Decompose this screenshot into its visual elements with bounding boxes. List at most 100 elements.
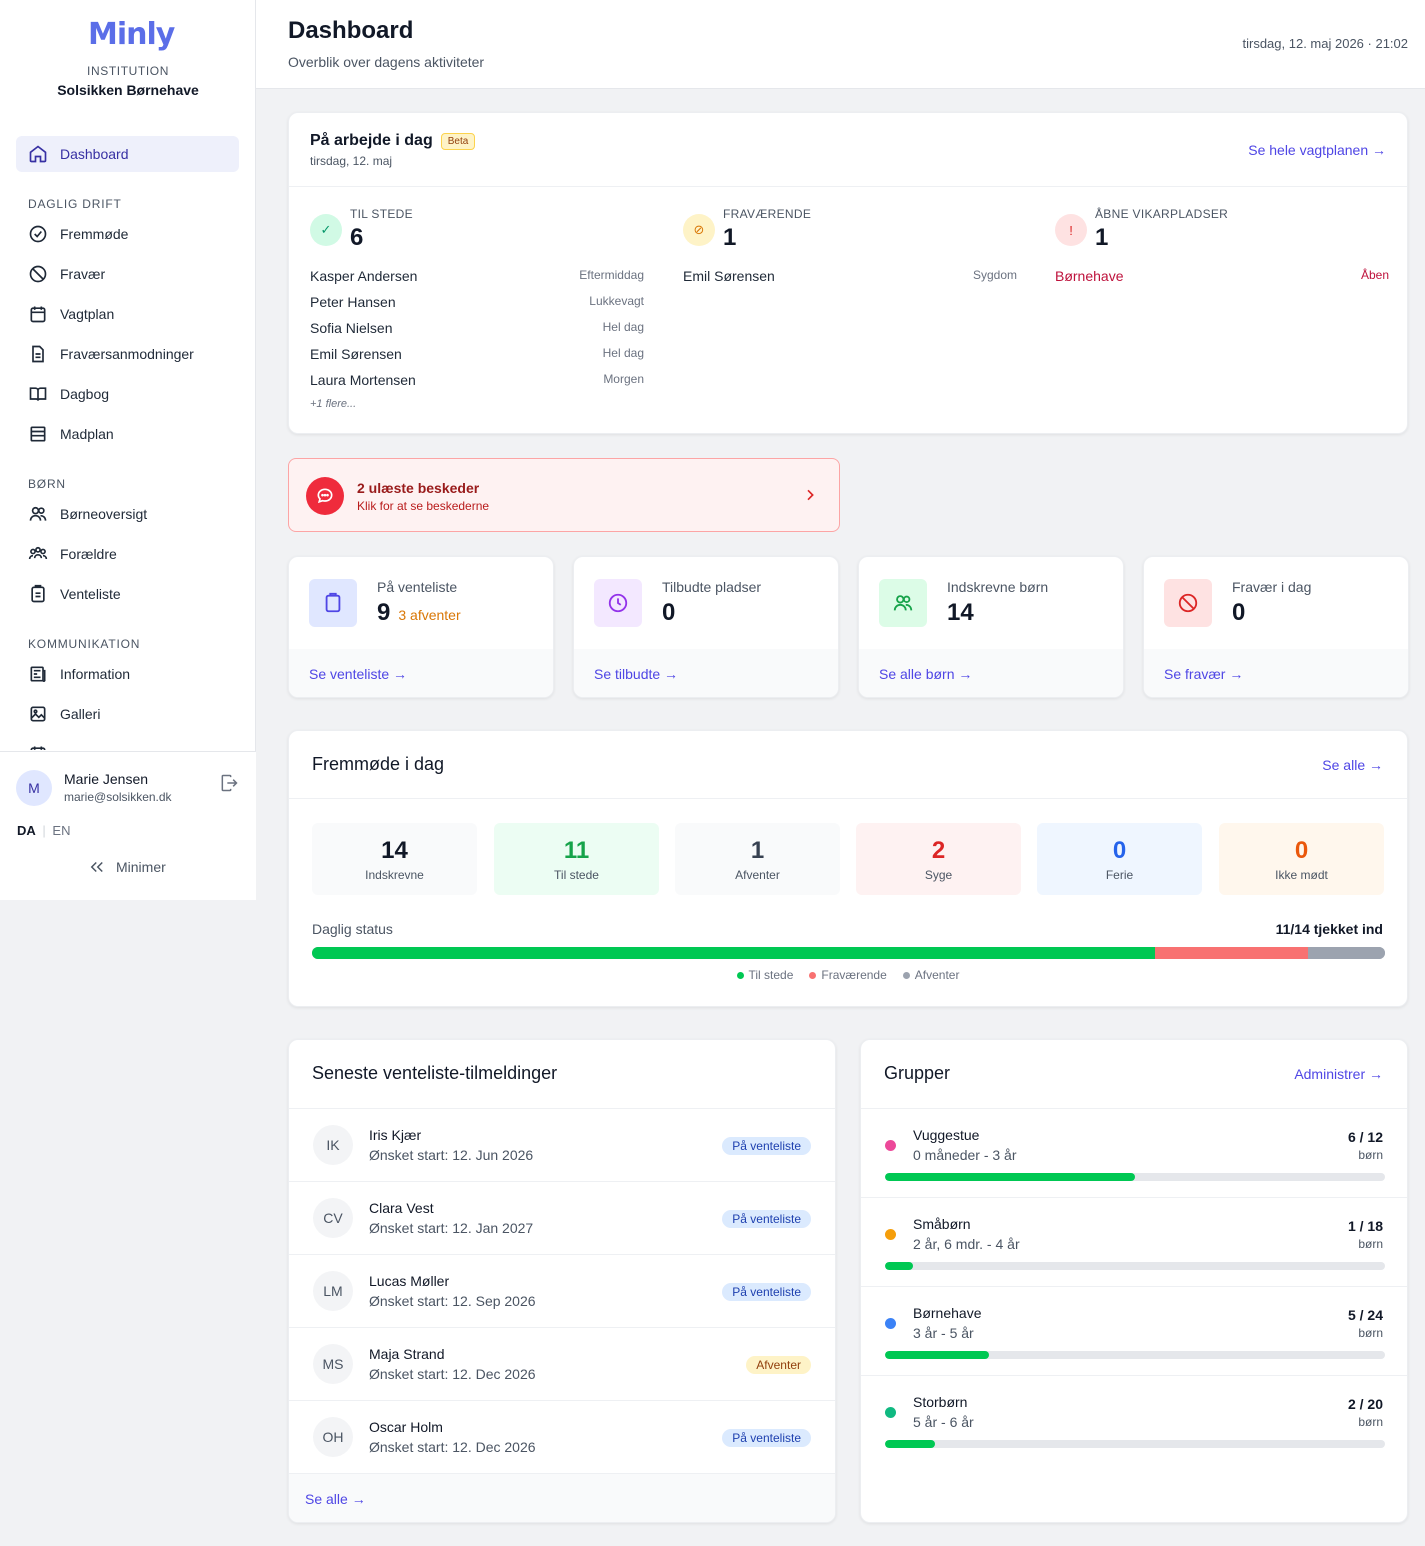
logout-icon[interactable] bbox=[219, 773, 239, 793]
chevrons-left-icon bbox=[90, 861, 103, 873]
attendance-box-holiday[interactable]: 0 Ferie bbox=[1037, 823, 1202, 895]
divider bbox=[289, 798, 1407, 799]
group-count: 1 / 18 bbox=[1347, 1218, 1383, 1234]
ban-icon bbox=[1164, 579, 1212, 627]
sidebar-item-foraeldre[interactable]: Forældre bbox=[16, 536, 239, 572]
open-shift-status: Åben bbox=[1360, 268, 1389, 282]
open-shifts-label: ÅBNE VIKARPLADSER bbox=[1095, 207, 1229, 221]
minimize-button[interactable]: Minimer bbox=[88, 858, 166, 876]
group-name: Småbørn bbox=[913, 1216, 971, 1232]
calendar-icon bbox=[30, 306, 46, 323]
desired-start: Ønsket start: 12. Jun 2026 bbox=[369, 1147, 534, 1163]
group-count: 5 / 24 bbox=[1347, 1307, 1383, 1323]
attendance-see-all-link[interactable]: Se alle → bbox=[1322, 757, 1383, 773]
sidebar-item-galleri[interactable]: Galleri bbox=[16, 696, 239, 732]
group-age: 0 måneder - 3 år bbox=[913, 1147, 1017, 1163]
logo-text: Minly bbox=[88, 17, 175, 52]
legend-waiting: Afventer bbox=[902, 968, 959, 982]
groups-manage-link[interactable]: Administrer → bbox=[1294, 1066, 1383, 1082]
list-item[interactable]: CV Clara Vest Ønsket start: 12. Jan 2027… bbox=[289, 1182, 835, 1255]
alert-icon: ! bbox=[1055, 214, 1087, 246]
newspaper-icon bbox=[30, 666, 46, 682]
list-item[interactable]: MS Maja Strand Ønsket start: 12. Dec 202… bbox=[289, 1328, 835, 1401]
open-shifts-column: ! ÅBNE VIKARPLADSER 1 Børnehave Åben bbox=[1055, 186, 1389, 416]
group-unit: børn bbox=[1358, 1237, 1383, 1251]
avatar[interactable]: M bbox=[16, 770, 52, 806]
open-shift-row[interactable]: Børnehave Åben bbox=[1055, 268, 1389, 284]
box-value: 0 bbox=[1112, 837, 1127, 864]
child-name: Clara Vest bbox=[369, 1200, 434, 1216]
group-color-dot bbox=[885, 1407, 896, 1418]
box-label: Til stede bbox=[554, 868, 599, 882]
group-age: 3 år - 5 år bbox=[913, 1325, 974, 1341]
sidebar-item-partial[interactable] bbox=[16, 736, 239, 750]
box-value: 2 bbox=[931, 837, 946, 864]
sidebar-item-fravaersanmodninger[interactable]: Fraværsanmodninger bbox=[16, 336, 239, 372]
sidebar-item-label: Forældre bbox=[60, 546, 117, 562]
at-work-title: På arbejde i dag bbox=[310, 132, 433, 149]
users-icon bbox=[29, 506, 47, 521]
list-item[interactable]: IK Iris Kjær Ønsket start: 12. Jun 2026 … bbox=[289, 1109, 835, 1182]
legend-dot bbox=[902, 971, 910, 979]
staff-name: Emil Sørensen bbox=[310, 346, 402, 362]
sidebar-item-borneoversigt[interactable]: Børneoversigt bbox=[16, 496, 239, 532]
minimize-label: Minimer bbox=[116, 859, 166, 875]
shift-plan-link[interactable]: Se hele vagtplanen → bbox=[1248, 142, 1386, 158]
group-capacity-fill bbox=[885, 1351, 989, 1359]
chat-icon bbox=[306, 477, 344, 515]
more-staff[interactable]: +1 flere... bbox=[310, 398, 357, 410]
group-name: Børnehave bbox=[913, 1305, 982, 1321]
group-row[interactable]: Børnehave 3 år - 5 år 5 / 24 børn bbox=[861, 1287, 1407, 1376]
stat-link[interactable]: Se alle børn → bbox=[859, 649, 1123, 697]
stat-link[interactable]: Se tilbudte → bbox=[574, 649, 838, 697]
sidebar-item-vagtplan[interactable]: Vagtplan bbox=[16, 296, 239, 332]
attendance-box-enrolled[interactable]: 14 Indskrevne bbox=[312, 823, 477, 895]
group-capacity-bar bbox=[885, 1262, 1385, 1270]
box-value: 0 bbox=[1294, 837, 1309, 864]
status-badge: På venteliste bbox=[722, 1137, 811, 1155]
group-row[interactable]: Vuggestue 0 måneder - 3 år 6 / 12 børn bbox=[861, 1109, 1407, 1198]
desired-start: Ønsket start: 12. Dec 2026 bbox=[369, 1439, 536, 1455]
staff-shift: Morgen bbox=[603, 372, 644, 386]
sidebar-item-information[interactable]: Information bbox=[16, 656, 239, 692]
waitlist-card: Seneste venteliste-tilmeldinger IK Iris … bbox=[288, 1039, 836, 1523]
child-name: Maja Strand bbox=[369, 1346, 445, 1362]
staff-name: Kasper Andersen bbox=[310, 268, 418, 284]
sidebar-item-fremmode[interactable]: Fremmøde bbox=[16, 216, 239, 252]
users-icon bbox=[879, 579, 927, 627]
lang-en[interactable]: EN bbox=[52, 823, 71, 838]
bar-segment-waiting bbox=[1308, 947, 1385, 959]
list-item[interactable]: LM Lucas Møller Ønsket start: 12. Sep 20… bbox=[289, 1255, 835, 1328]
open-shifts-count: 1 bbox=[1095, 224, 1109, 251]
group-row[interactable]: Småbørn 2 år, 6 mdr. - 4 år 1 / 18 børn bbox=[861, 1198, 1407, 1287]
minly-logo[interactable]: Minly bbox=[88, 17, 175, 55]
desired-start: Ønsket start: 12. Sep 2026 bbox=[369, 1293, 536, 1309]
sidebar-item-fravaer[interactable]: Fravær bbox=[16, 256, 239, 292]
stat-link[interactable]: Se venteliste → bbox=[289, 649, 553, 697]
avatar: LM bbox=[313, 1271, 353, 1311]
attendance-box-waiting[interactable]: 1 Afventer bbox=[675, 823, 840, 895]
daily-status-label: Daglig status bbox=[312, 921, 393, 937]
attendance-box-no-show[interactable]: 0 Ikke mødt bbox=[1219, 823, 1384, 895]
sidebar-item-madplan[interactable]: Madplan bbox=[16, 416, 239, 452]
staff-name: Emil Sørensen bbox=[683, 268, 775, 284]
attendance-box-sick[interactable]: 2 Syge bbox=[856, 823, 1021, 895]
sidebar-item-venteliste[interactable]: Venteliste bbox=[16, 576, 239, 612]
stat-link[interactable]: Se fravær → bbox=[1144, 649, 1408, 697]
sidebar-item-dagbog[interactable]: Dagbog bbox=[16, 376, 239, 412]
unread-messages-banner[interactable]: 2 ulæste beskeder Klik for at se beskede… bbox=[288, 458, 840, 532]
lang-da[interactable]: DA bbox=[17, 823, 36, 838]
section-children-label: BØRN bbox=[28, 477, 66, 491]
list-item[interactable]: OH Oscar Holm Ønsket start: 12. Dec 2026… bbox=[289, 1401, 835, 1474]
attendance-box-present[interactable]: 11 Til stede bbox=[494, 823, 659, 895]
beta-badge: Beta bbox=[440, 132, 476, 150]
clock-icon bbox=[594, 579, 642, 627]
daily-status-value: 11/14 tjekket ind bbox=[1275, 921, 1383, 937]
at-work-card: På arbejde i dag Beta tirsdag, 12. maj S… bbox=[288, 112, 1408, 434]
avatar: OH bbox=[313, 1417, 353, 1457]
groups-title: Grupper bbox=[884, 1063, 951, 1083]
waitlist-see-all-link[interactable]: Se alle → bbox=[289, 1474, 835, 1522]
sidebar-item-dashboard[interactable]: Dashboard bbox=[16, 136, 239, 172]
group-row[interactable]: Storbørn 5 år - 6 år 2 / 20 børn bbox=[861, 1376, 1407, 1465]
current-datetime: tirsdag, 12. maj 2026 · 21:02 bbox=[1242, 36, 1409, 51]
